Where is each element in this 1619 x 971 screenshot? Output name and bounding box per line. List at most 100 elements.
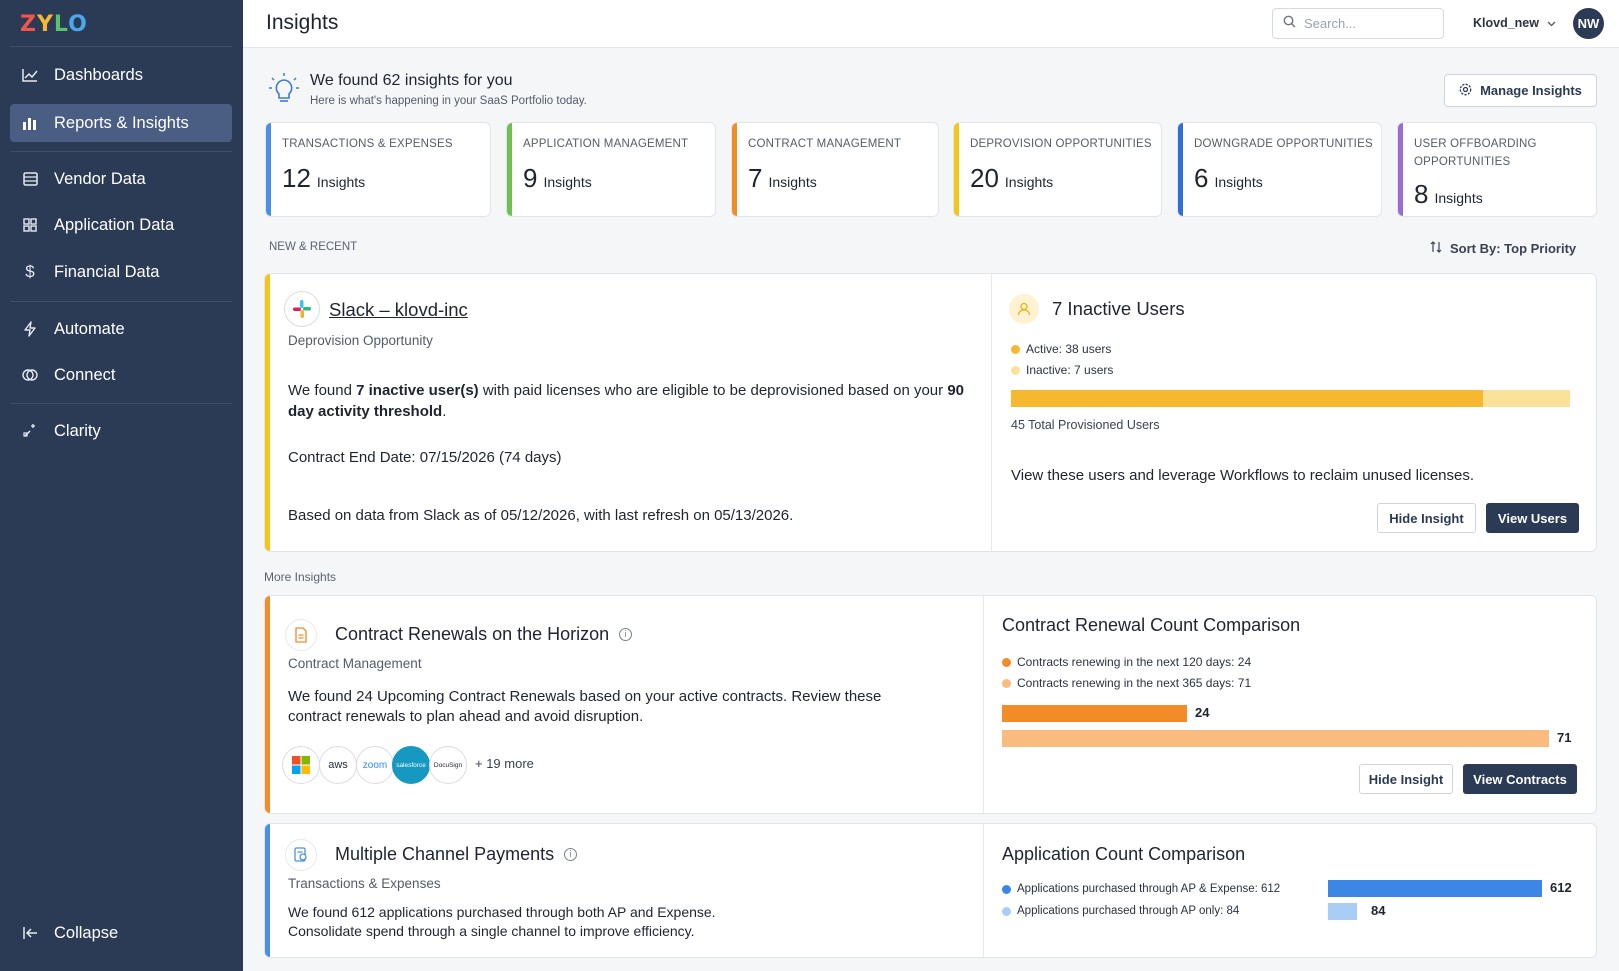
sort-label: Sort By: Top Priority bbox=[1450, 241, 1577, 256]
info-icon[interactable]: i bbox=[564, 848, 578, 861]
info-icon[interactable]: i bbox=[619, 628, 633, 641]
insights-summary-subtitle: Here is what's happening in your SaaS Po… bbox=[310, 95, 587, 107]
users-stacked-bar bbox=[1011, 390, 1570, 407]
category-accent bbox=[1178, 123, 1183, 216]
insight-accent bbox=[265, 824, 270, 957]
sidebar-item-dashboards[interactable]: Dashboards bbox=[10, 56, 232, 94]
category-label: USER OFFBOARDING OPPORTUNITIES bbox=[1414, 138, 1537, 168]
sidebar-item-label: Automate bbox=[54, 319, 125, 338]
category-card-deprovision[interactable]: DEPROVISION OPPORTUNITIES 20 Insights bbox=[953, 122, 1162, 217]
inactive-users-title: 7 Inactive Users bbox=[1052, 298, 1185, 319]
card-divider bbox=[983, 596, 984, 813]
hide-insight-button[interactable]: Hide Insight bbox=[1377, 503, 1476, 533]
sidebar-divider bbox=[10, 46, 232, 47]
sidebar-item-clarity[interactable]: Clarity bbox=[10, 412, 232, 450]
legend-120-days: Contracts renewing in the next 120 days:… bbox=[1002, 655, 1251, 669]
category-count: 12 bbox=[282, 163, 311, 193]
manage-insights-label: Manage Insights bbox=[1480, 83, 1582, 98]
legend-ap-expense: Applications purchased through AP & Expe… bbox=[1002, 883, 1280, 895]
sidebar-divider bbox=[10, 403, 232, 404]
category-label: DEPROVISION OPPORTUNITIES bbox=[970, 138, 1152, 150]
legend-dot bbox=[1011, 365, 1020, 375]
total-users-label: 45 Total Provisioned Users bbox=[1011, 418, 1160, 432]
sidebar-item-label: Clarity bbox=[54, 421, 101, 440]
category-unit: Insights bbox=[768, 174, 817, 190]
sidebar-item-financial-data[interactable]: $ Financial Data bbox=[10, 253, 232, 291]
insight-card-multiple-channel-payments: Multiple Channel Payments i Transactions … bbox=[264, 823, 1597, 958]
category-count: 9 bbox=[523, 163, 538, 193]
app-name-link[interactable]: Slack – klovd-inc bbox=[329, 299, 468, 320]
top-header: Insights Klovd_new NW bbox=[243, 0, 1619, 48]
sidebar-item-vendor-data[interactable]: Vendor Data bbox=[10, 160, 232, 198]
category-card-downgrade[interactable]: DOWNGRADE OPPORTUNITIES 6 Insights bbox=[1177, 122, 1382, 217]
sidebar-item-application-data[interactable]: Application Data bbox=[10, 206, 232, 244]
category-label: DOWNGRADE OPPORTUNITIES bbox=[1194, 138, 1373, 150]
category-unit: Insights bbox=[1434, 190, 1483, 206]
hide-insight-button[interactable]: Hide Insight bbox=[1359, 764, 1453, 794]
category-label: TRANSACTIONS & EXPENSES bbox=[282, 138, 453, 150]
category-count: 8 bbox=[1414, 179, 1429, 209]
category-accent bbox=[954, 123, 959, 216]
category-count: 7 bbox=[748, 163, 763, 193]
insight-category: Contract Management bbox=[288, 656, 422, 671]
collapse-button[interactable]: Collapse bbox=[10, 914, 232, 952]
inactive-users-segment bbox=[1483, 390, 1570, 407]
view-contracts-button[interactable]: View Contracts bbox=[1463, 764, 1577, 794]
insight-description-line-2: Consolidate spend through a single chann… bbox=[288, 923, 695, 939]
insight-description: We found 24 Upcoming Contract Renewals b… bbox=[288, 688, 882, 725]
category-card-transactions[interactable]: TRANSACTIONS & EXPENSES 12 Insights bbox=[265, 122, 491, 217]
section-label-more-insights: More Insights bbox=[264, 570, 337, 584]
category-accent bbox=[1398, 123, 1403, 216]
category-unit: Insights bbox=[1004, 174, 1054, 190]
legend-inactive: Inactive: 7 users bbox=[1011, 363, 1113, 377]
category-card-user-offboarding[interactable]: USER OFFBOARDING OPPORTUNITIES 8 Insights bbox=[1397, 122, 1597, 217]
category-card-application-management[interactable]: APPLICATION MANAGEMENT 9 Insights bbox=[506, 122, 716, 217]
bar-chart-icon bbox=[10, 116, 50, 130]
view-users-button[interactable]: View Users bbox=[1486, 503, 1579, 533]
category-unit: Insights bbox=[1214, 174, 1263, 190]
avatar[interactable]: NW bbox=[1573, 8, 1604, 39]
legend-active: Active: 38 users bbox=[1011, 342, 1111, 356]
category-accent bbox=[732, 123, 737, 216]
dollar-icon: $ bbox=[25, 262, 35, 281]
sort-icon bbox=[1430, 241, 1442, 256]
sidebar-item-label: Dashboards bbox=[54, 65, 143, 84]
data-source-note: Based on data from Slack as of 05/12/202… bbox=[288, 507, 794, 524]
category-card-contract-management[interactable]: CONTRACT MANAGEMENT 7 Insights bbox=[731, 122, 939, 217]
org-switcher[interactable]: Klovd_new bbox=[1473, 16, 1556, 30]
more-vendors-link[interactable]: + 19 more bbox=[475, 756, 534, 771]
search-box[interactable] bbox=[1272, 8, 1444, 39]
sidebar-item-label: Connect bbox=[54, 365, 116, 384]
category-label: CONTRACT MANAGEMENT bbox=[748, 138, 902, 150]
category-accent bbox=[507, 123, 512, 216]
aws-logo-icon: aws bbox=[319, 746, 357, 784]
sidebar-item-label: Vendor Data bbox=[54, 169, 146, 188]
table-icon bbox=[10, 172, 50, 186]
docusign-logo-icon: DocuSign bbox=[429, 746, 467, 784]
sidebar-divider bbox=[10, 151, 232, 152]
sidebar-item-connect[interactable]: Connect bbox=[10, 356, 232, 394]
legend-dot bbox=[1002, 884, 1011, 894]
collapse-icon bbox=[10, 926, 50, 940]
active-users-segment bbox=[1011, 390, 1483, 407]
manage-insights-button[interactable]: Manage Insights bbox=[1444, 74, 1597, 107]
insight-card-slack: Slack – klovd-inc Deprovision Opportunit… bbox=[264, 273, 1597, 552]
cta-text: View these users and leverage Workflows … bbox=[1011, 467, 1475, 484]
microsoft-logo-icon bbox=[282, 746, 320, 784]
zoom-logo-icon: zoom bbox=[356, 746, 394, 784]
chevron-down-icon bbox=[1547, 16, 1556, 30]
search-input[interactable] bbox=[1304, 16, 1434, 31]
insight-card-contract-renewals: Contract Renewals on the Horizon i Contra… bbox=[264, 595, 1597, 814]
sparkle-icon bbox=[10, 423, 50, 439]
legend-dot bbox=[1002, 906, 1011, 916]
category-label: APPLICATION MANAGEMENT bbox=[523, 138, 689, 150]
legend-ap-only: Applications purchased through AP only: … bbox=[1002, 905, 1239, 917]
contract-end-date: Contract End Date: 07/15/2026 (74 days) bbox=[288, 449, 562, 466]
sidebar-item-automate[interactable]: Automate bbox=[10, 310, 232, 348]
legend-dot bbox=[1011, 344, 1020, 354]
chart-line-icon bbox=[10, 68, 50, 82]
zylo-logo[interactable]: ZYLO bbox=[20, 12, 88, 37]
sidebar-item-reports-insights[interactable]: Reports & Insights bbox=[10, 104, 232, 142]
sort-control[interactable]: Sort By: Top Priority bbox=[1430, 241, 1576, 256]
lightning-icon bbox=[10, 321, 50, 337]
